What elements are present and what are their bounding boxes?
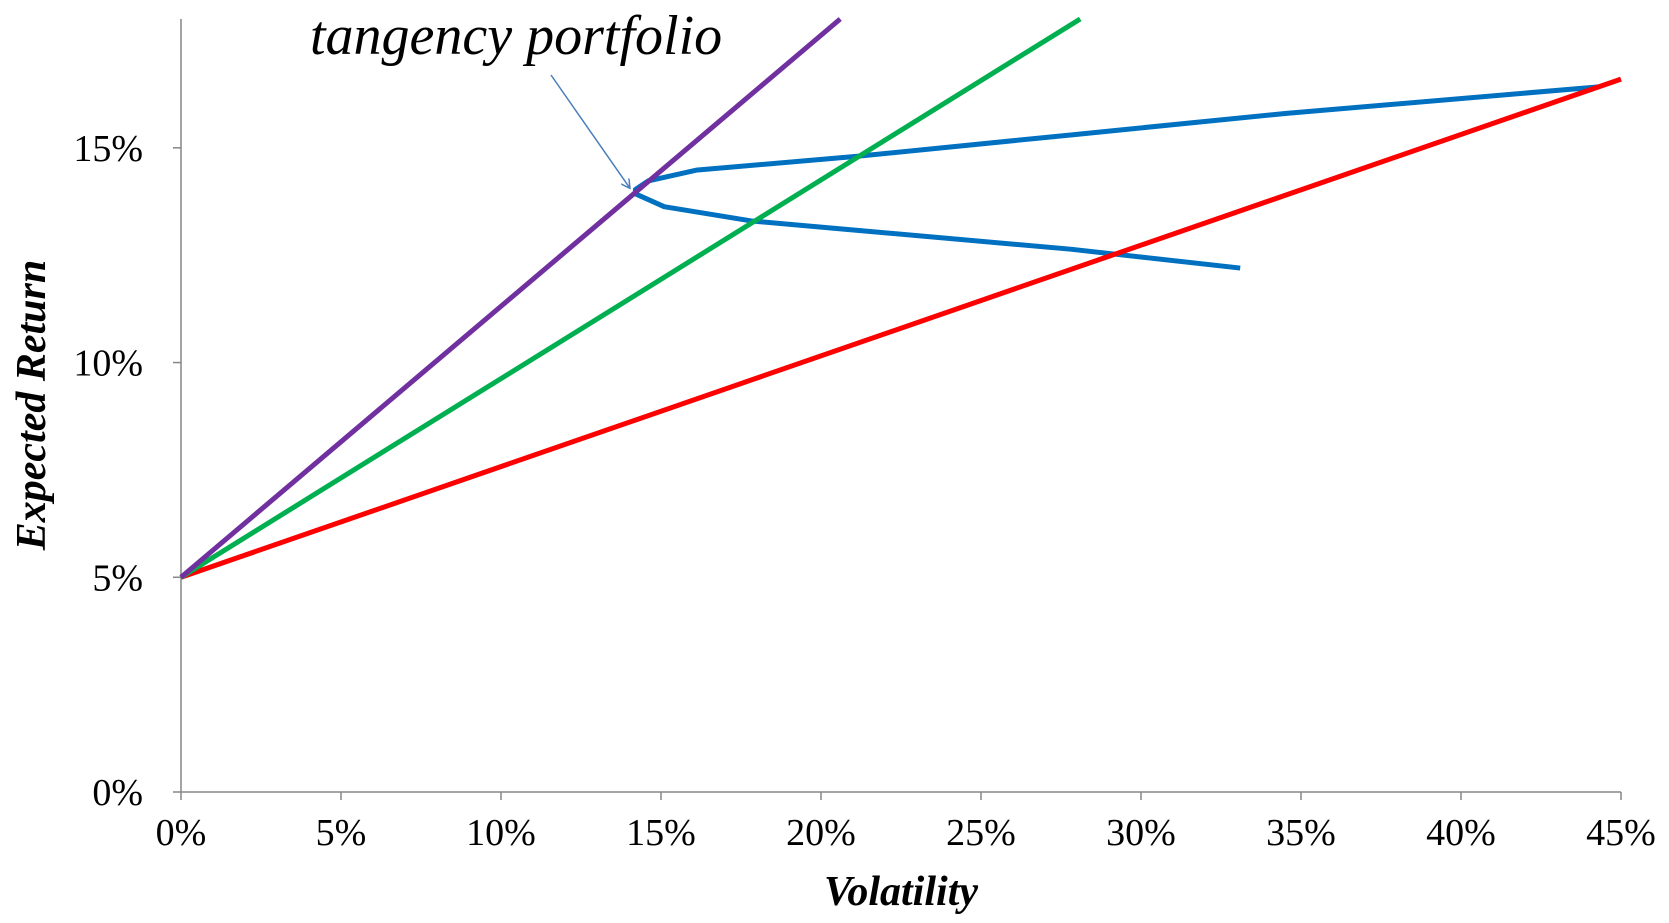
- x-tick-label: 40%: [1426, 812, 1496, 854]
- annotation-arrow: [550, 74, 629, 187]
- x-tick-label: 30%: [1106, 812, 1176, 854]
- x-tick-label: 15%: [626, 812, 696, 854]
- x-tick-label: 0%: [156, 812, 207, 854]
- y-tick-label: 0%: [92, 772, 143, 814]
- x-tick-label: 35%: [1266, 812, 1336, 854]
- x-tick-label: 10%: [466, 812, 536, 854]
- x-tick-label: 5%: [316, 812, 367, 854]
- series-line: [179, 16, 1082, 580]
- x-tick-label: 45%: [1586, 812, 1656, 854]
- series-line: [180, 76, 1622, 580]
- y-axis-title: Expected Return: [9, 260, 55, 552]
- x-axis-title: Volatility: [824, 869, 978, 915]
- y-tick-label: 5%: [92, 557, 143, 599]
- y-tick-label: 15%: [73, 128, 143, 170]
- x-tick-label: 25%: [946, 812, 1016, 854]
- series-line: [179, 17, 842, 580]
- annotation: tangency portfolio: [310, 5, 722, 67]
- x-tick-label: 20%: [786, 812, 856, 854]
- series-line: [632, 84, 1599, 271]
- y-tick-label: 10%: [73, 343, 143, 385]
